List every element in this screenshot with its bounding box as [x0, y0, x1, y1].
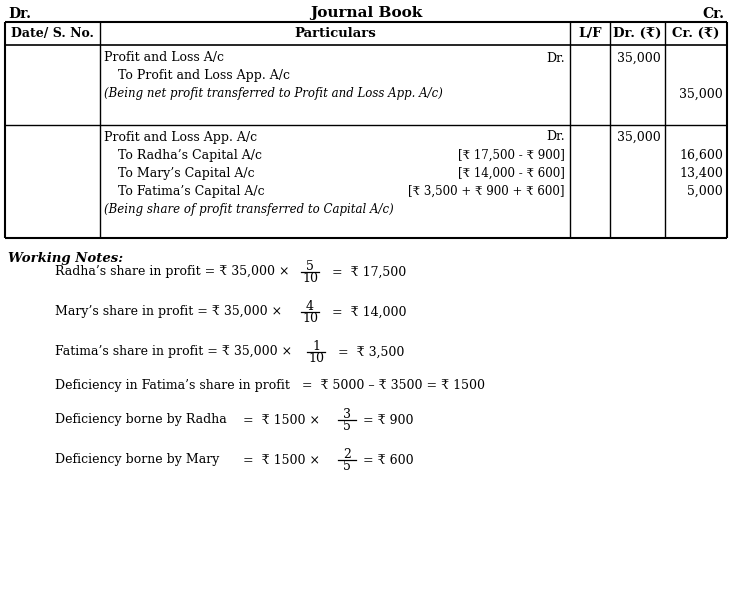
Text: 10: 10: [302, 272, 318, 285]
Text: (Being net profit transferred to Profit and Loss App. A/c): (Being net profit transferred to Profit …: [104, 88, 443, 101]
Text: To Profit and Loss App. A/c: To Profit and Loss App. A/c: [118, 70, 290, 82]
Text: = ₹ 900: = ₹ 900: [363, 414, 414, 427]
Text: Date/ S. No.: Date/ S. No.: [11, 27, 94, 40]
Text: L/F: L/F: [578, 27, 602, 40]
Text: Deficiency borne by Radha: Deficiency borne by Radha: [55, 414, 227, 427]
Text: Dr.: Dr.: [546, 131, 565, 144]
Text: Fatima’s share in profit = ₹ 35,000 ×: Fatima’s share in profit = ₹ 35,000 ×: [55, 346, 292, 359]
Text: Radha’s share in profit = ₹ 35,000 ×: Radha’s share in profit = ₹ 35,000 ×: [55, 265, 289, 278]
Text: =  ₹ 3,500: = ₹ 3,500: [338, 346, 404, 359]
Text: 5: 5: [343, 461, 351, 473]
Text: =  ₹ 17,500: = ₹ 17,500: [332, 265, 406, 278]
Text: Cr.: Cr.: [702, 7, 724, 21]
Text: To Radha’s Capital A/c: To Radha’s Capital A/c: [118, 148, 262, 162]
Text: Deficiency borne by Mary: Deficiency borne by Mary: [55, 454, 220, 467]
Text: 35,000: 35,000: [617, 51, 661, 64]
Text: [₹ 17,500 - ₹ 900]: [₹ 17,500 - ₹ 900]: [458, 148, 565, 162]
Text: Dr. (₹): Dr. (₹): [613, 27, 662, 40]
Text: Profit and Loss A/c: Profit and Loss A/c: [104, 51, 224, 64]
Text: 5: 5: [343, 421, 351, 433]
Text: [₹ 14,000 - ₹ 600]: [₹ 14,000 - ₹ 600]: [458, 166, 565, 179]
Text: 4: 4: [306, 300, 314, 312]
Text: Profit and Loss App. A/c: Profit and Loss App. A/c: [104, 131, 257, 144]
Text: To Mary’s Capital A/c: To Mary’s Capital A/c: [118, 166, 255, 179]
Text: 35,000: 35,000: [679, 88, 723, 101]
Text: Cr. (₹): Cr. (₹): [672, 27, 720, 40]
Text: Dr.: Dr.: [546, 51, 565, 64]
Text: (Being share of profit transferred to Capital A/c): (Being share of profit transferred to Ca…: [104, 203, 394, 216]
Text: [₹ 3,500 + ₹ 900 + ₹ 600]: [₹ 3,500 + ₹ 900 + ₹ 600]: [408, 185, 565, 197]
Text: =  ₹ 1500 ×: = ₹ 1500 ×: [243, 454, 320, 467]
Text: =  ₹ 1500 ×: = ₹ 1500 ×: [243, 414, 320, 427]
Text: 35,000: 35,000: [617, 131, 661, 144]
Text: Particulars: Particulars: [294, 27, 376, 40]
Text: Deficiency in Fatima’s share in profit   =  ₹ 5000 – ₹ 3500 = ₹ 1500: Deficiency in Fatima’s share in profit =…: [55, 380, 485, 393]
Text: Dr.: Dr.: [8, 7, 31, 21]
Text: 1: 1: [312, 340, 320, 352]
Text: Journal Book: Journal Book: [310, 6, 422, 20]
Text: 10: 10: [302, 312, 318, 325]
Text: To Fatima’s Capital A/c: To Fatima’s Capital A/c: [118, 185, 265, 197]
Text: = ₹ 600: = ₹ 600: [363, 454, 414, 467]
Text: 16,600: 16,600: [679, 148, 723, 162]
Text: 10: 10: [308, 352, 324, 365]
Text: 13,400: 13,400: [679, 166, 723, 179]
Text: 5,000: 5,000: [687, 185, 723, 197]
Text: 2: 2: [343, 448, 351, 461]
Text: =  ₹ 14,000: = ₹ 14,000: [332, 306, 406, 318]
Text: 3: 3: [343, 408, 351, 421]
Text: Working Notes:: Working Notes:: [8, 252, 123, 265]
Text: Mary’s share in profit = ₹ 35,000 ×: Mary’s share in profit = ₹ 35,000 ×: [55, 306, 282, 318]
Text: 5: 5: [306, 259, 314, 272]
